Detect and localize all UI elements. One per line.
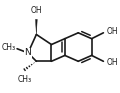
Text: OH: OH <box>107 58 118 67</box>
Polygon shape <box>36 19 37 35</box>
Text: CH₃: CH₃ <box>18 75 32 84</box>
Text: OH: OH <box>107 27 118 36</box>
Text: CH₃: CH₃ <box>1 43 15 52</box>
Text: OH: OH <box>31 6 42 15</box>
Text: N: N <box>25 48 31 57</box>
